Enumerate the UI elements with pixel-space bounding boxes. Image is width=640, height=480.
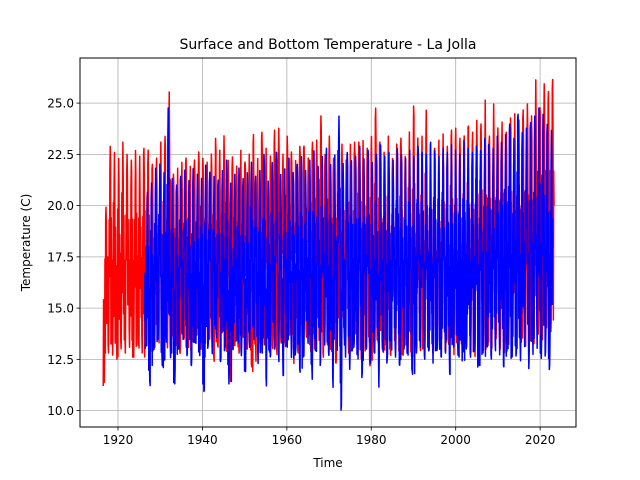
x-tick-label: 1920 <box>103 433 134 447</box>
y-axis-label: Temperature (C) <box>19 194 33 293</box>
y-axis: 10.0 12.5 15.0 17.5 20.0 22.5 25.0 <box>47 97 80 418</box>
plot-frame <box>79 57 577 428</box>
y-tick-label: 12.5 <box>47 353 74 367</box>
series-layer <box>102 78 555 411</box>
y-tick-label: 20.0 <box>47 199 74 213</box>
x-axis-label: Time <box>312 456 342 470</box>
x-axis: 1920 1940 1960 1980 2000 2020 <box>103 427 556 447</box>
x-tick-label: 1940 <box>187 433 218 447</box>
y-tick-label: 17.5 <box>47 250 74 264</box>
x-tick-label: 1980 <box>356 433 387 447</box>
y-tick-label: 25.0 <box>47 97 74 111</box>
series-line-2 <box>143 107 554 411</box>
y-tick-label: 22.5 <box>47 148 74 162</box>
y-tick-label: 15.0 <box>47 302 74 316</box>
series-path-2 <box>143 107 554 411</box>
x-tick-label: 2000 <box>440 433 471 447</box>
y-tick-label: 10.0 <box>47 404 74 418</box>
chart-title: Surface and Bottom Temperature - La Joll… <box>180 37 477 53</box>
x-tick-label: 2020 <box>525 433 556 447</box>
x-tick-label: 1960 <box>272 433 303 447</box>
